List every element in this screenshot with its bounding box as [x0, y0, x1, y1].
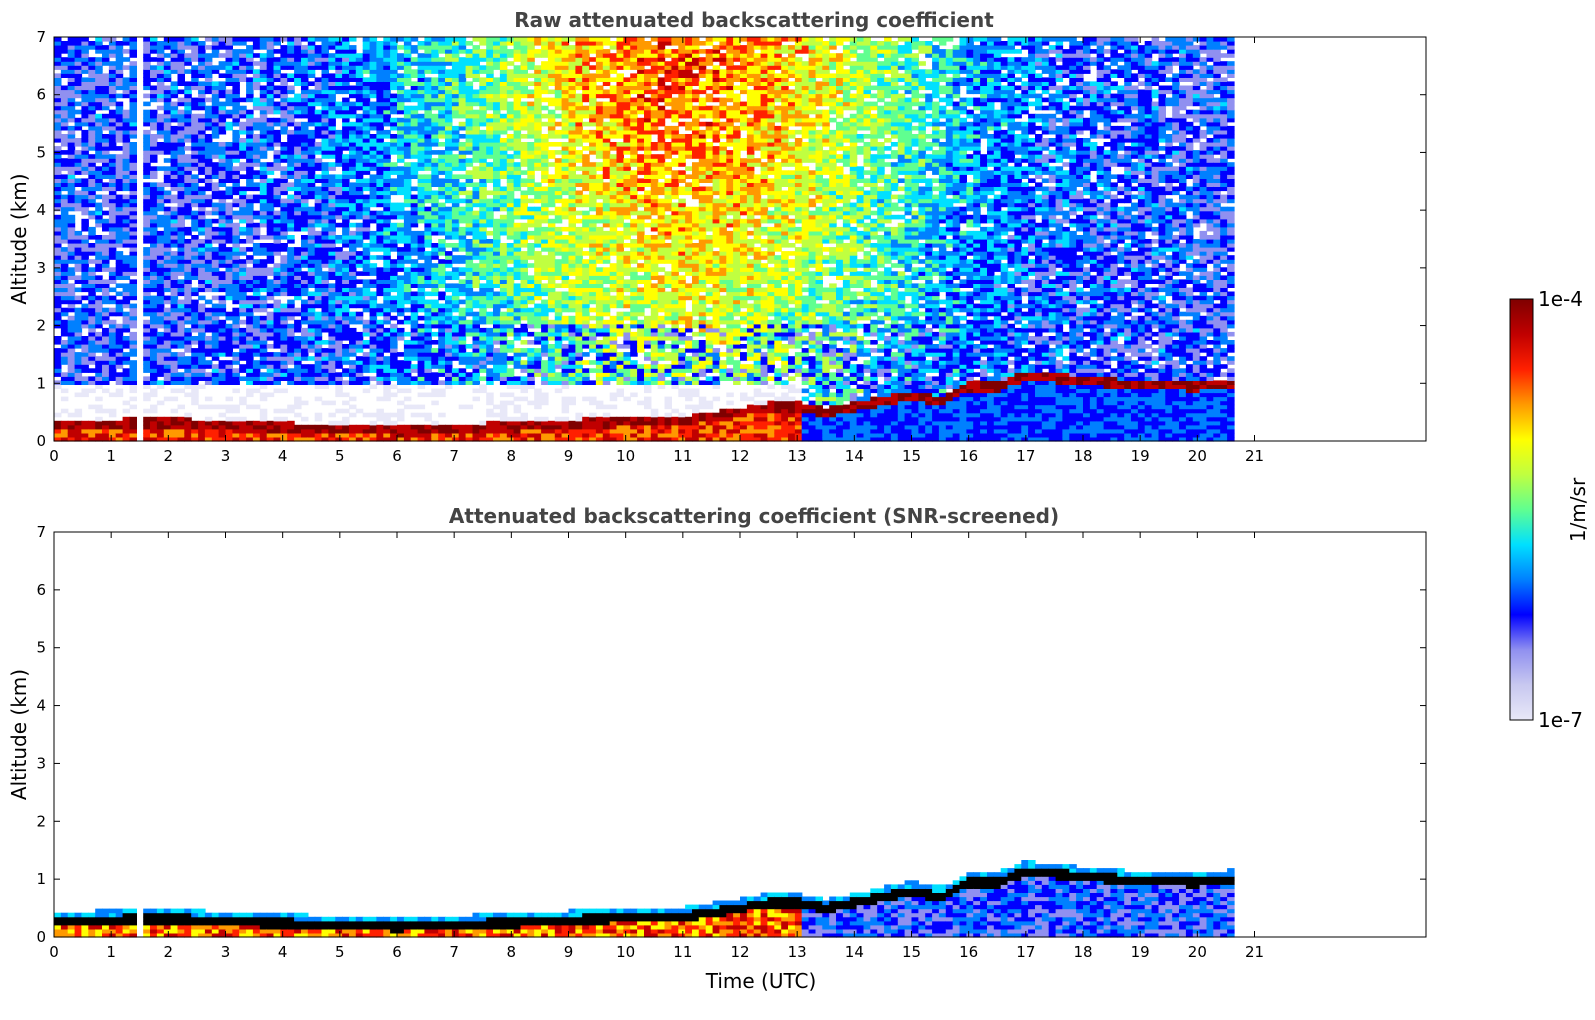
- top-x-tick-label: 1: [106, 447, 116, 465]
- top-x-tick-label: 12: [730, 447, 749, 465]
- top-x-tick-label: 7: [449, 447, 459, 465]
- bottom-x-tick-label: 8: [507, 943, 517, 961]
- bottom-y-tick-label: 5: [36, 639, 46, 657]
- top-y-tick-label: 0: [36, 432, 46, 450]
- top-x-tick-label: 0: [49, 447, 59, 465]
- bottom-y-tick-label: 6: [36, 581, 46, 599]
- bottom-y-tick-label: 7: [36, 523, 46, 541]
- bottom-chart-title: Attenuated backscattering coefficient (S…: [448, 504, 1060, 528]
- top-x-tick-label: 19: [1131, 447, 1150, 465]
- top-x-tick-label: 9: [564, 447, 574, 465]
- top-x-tick-label: 18: [1073, 447, 1092, 465]
- bottom-heatmap-field: [54, 860, 1235, 938]
- bottom-x-tick-label: 5: [335, 943, 345, 961]
- bottom-x-tick-label: 17: [1016, 943, 1035, 961]
- top-y-axis-label: Altitude (km): [7, 173, 31, 304]
- colorbar-min-label: 1e-7: [1538, 708, 1583, 732]
- bottom-x-tick-label: 3: [221, 943, 231, 961]
- top-x-tick-label: 5: [335, 447, 345, 465]
- bottom-x-axis-label: Time (UTC): [705, 969, 817, 993]
- top-x-tick-label: 17: [1016, 447, 1035, 465]
- top-y-tick-label: 5: [36, 143, 46, 161]
- bottom-y-tick-label: 3: [36, 754, 46, 772]
- bottom-x-tick-label: 18: [1073, 943, 1092, 961]
- colorbar-max-label: 1e-4: [1538, 287, 1583, 311]
- colorbar-unit-label: 1/m/sr: [1566, 477, 1590, 542]
- bottom-x-tick-label: 2: [164, 943, 174, 961]
- top-x-tick-label: 8: [507, 447, 517, 465]
- colorbar-gradient: [1509, 298, 1534, 721]
- bottom-x-tick-label: 21: [1245, 943, 1264, 961]
- top-x-tick-label: 16: [959, 447, 978, 465]
- bottom-y-tick-label: 1: [36, 870, 46, 888]
- bottom-y-axis-label: Altitude (km): [7, 669, 31, 800]
- bottom-x-tick-label: 0: [49, 943, 59, 961]
- top-x-tick-label: 4: [278, 447, 288, 465]
- bottom-x-tick-label: 14: [845, 943, 864, 961]
- top-y-tick-label: 6: [36, 86, 46, 104]
- top-y-tick-label: 7: [36, 28, 46, 46]
- bottom-y-tick-label: 0: [36, 928, 46, 946]
- top-x-tick-label: 13: [788, 447, 807, 465]
- top-heatmap-panel: 0 1 2 3 4 5 6 7 8 9 10 11 12 13 14 15 16 17 18 19 20 21012345…: [7, 28, 1427, 465]
- top-y-tick-label: 3: [36, 259, 46, 277]
- bottom-x-tick-label: 20: [1188, 943, 1207, 961]
- bottom-y-tick-label: 4: [36, 697, 46, 715]
- top-x-tick-label: 6: [392, 447, 402, 465]
- top-y-tick-label: 1: [36, 374, 46, 392]
- top-x-tick-label: 20: [1188, 447, 1207, 465]
- bottom-x-tick-label: 19: [1131, 943, 1150, 961]
- top-y-tick-label: 4: [36, 201, 46, 219]
- bottom-x-tick-label: 7: [449, 943, 459, 961]
- top-chart-title: Raw attenuated backscattering coefficien…: [514, 8, 994, 32]
- top-x-tick-label: 21: [1245, 447, 1264, 465]
- bottom-heatmap-panel: 0 1 2 3 4 5 6 7 8 9 10 11 12 13 14 15 16 17 18 19 20 21012345…: [7, 523, 1427, 993]
- bottom-x-tick-label: 11: [673, 943, 692, 961]
- bottom-y-tick-label: 2: [36, 812, 46, 830]
- bottom-x-tick-label: 9: [564, 943, 574, 961]
- bottom-x-tick-label: 15: [902, 943, 921, 961]
- top-x-tick-label: 11: [673, 447, 692, 465]
- bottom-x-tick-label: 1: [106, 943, 116, 961]
- top-x-tick-label: 15: [902, 447, 921, 465]
- top-x-tick-label: 3: [221, 447, 231, 465]
- bottom-x-tick-label: 4: [278, 943, 288, 961]
- top-x-tick-label: 2: [164, 447, 174, 465]
- bottom-x-tick-label: 16: [959, 943, 978, 961]
- bottom-x-tick-label: 13: [788, 943, 807, 961]
- bottom-x-tick-label: 12: [730, 943, 749, 961]
- top-heatmap-field: [54, 37, 1235, 442]
- top-x-tick-label: 14: [845, 447, 864, 465]
- top-x-tick-label: 10: [616, 447, 635, 465]
- bottom-x-tick-label: 10: [616, 943, 635, 961]
- top-y-tick-label: 2: [36, 317, 46, 335]
- colorbar: 1e-4 1e-7 1/m/sr: [1509, 287, 1590, 732]
- bottom-x-tick-label: 6: [392, 943, 402, 961]
